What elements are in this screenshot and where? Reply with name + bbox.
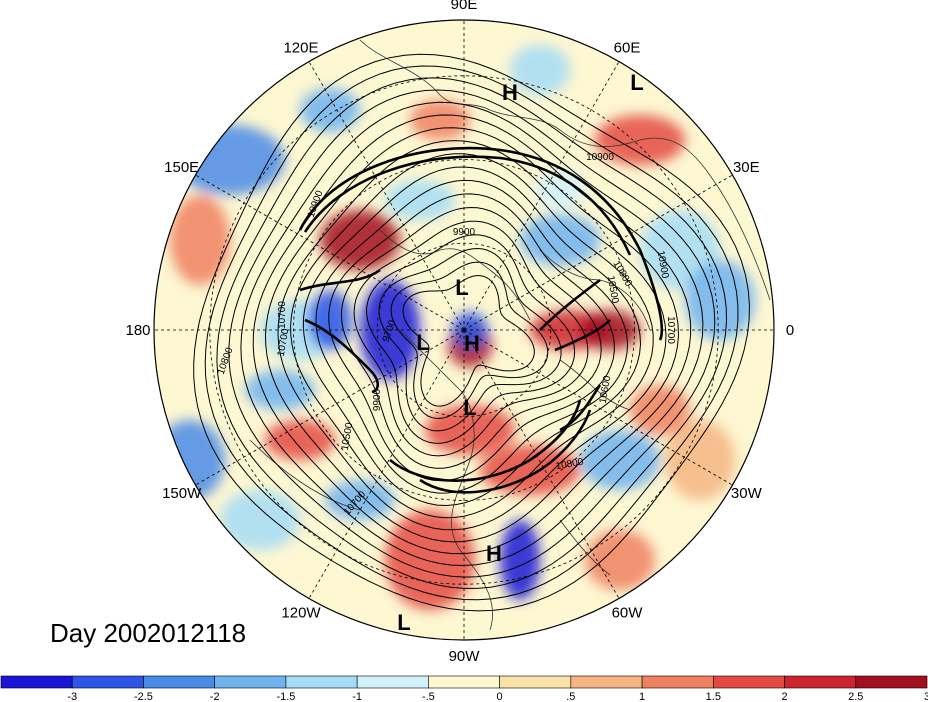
contour-label: 9900	[372, 388, 383, 411]
colorbar-swatch	[570, 675, 643, 689]
longitude-label: 60E	[614, 40, 641, 57]
colorbar-swatch	[713, 675, 785, 689]
longitude-labels: 90E 60E 30E 0 30W 60W 90W 120W 150W 180 150E 120E	[125, 0, 794, 665]
jet-stream-contours	[298, 146, 664, 494]
contour-label: 10900	[586, 152, 614, 163]
pressure-center-low: L	[416, 330, 429, 355]
colorbar: -3 -2.5 -2 -1.5 -1 -.5 0 .5 1 1.5 2 2.5 3	[0, 675, 928, 702]
contour-label: 10500	[340, 421, 356, 451]
colorbar-tick-label: -1	[352, 691, 362, 702]
colorbar-swatch	[855, 675, 928, 689]
contour-label: 10600	[598, 374, 614, 404]
colorbar-swatch	[143, 675, 215, 689]
colorbar-tick-label: -1.5	[276, 691, 295, 702]
colorbar-tick-label: -2.5	[134, 691, 153, 702]
pressure-center-high: H	[502, 80, 518, 105]
pressure-center-high: H	[486, 541, 502, 566]
contour-label: 10900	[655, 250, 671, 280]
contour-label: 10700	[277, 301, 288, 329]
longitude-label: 30E	[733, 159, 760, 176]
colorbar-swatch	[499, 675, 572, 689]
graticule	[154, 20, 774, 640]
pressure-center-low: L	[630, 70, 643, 95]
contour-label: 9900	[453, 227, 476, 238]
longitude-label: 150W	[162, 485, 202, 502]
longitude-label: 30W	[731, 485, 763, 502]
longitude-label: 180	[125, 322, 150, 339]
contour-label: 10700	[665, 316, 676, 344]
colorbar-tick-label: 0	[497, 691, 503, 702]
colorbar-swatch	[285, 675, 358, 689]
pressure-center-low: L	[463, 395, 476, 420]
pressure-center-low: L	[455, 275, 468, 300]
map-border	[153, 19, 775, 641]
colorbar-tick-label: -.5	[422, 691, 435, 702]
colorbar-tick-label: -2	[210, 691, 220, 702]
longitude-label: 120W	[281, 604, 321, 621]
colorbar-tick-label: 1	[639, 691, 645, 702]
colorbar-swatch	[784, 675, 857, 689]
longitude-label: 0	[786, 322, 794, 339]
colorbar-tick-label: .5	[566, 691, 575, 702]
longitude-label: 90W	[449, 648, 481, 665]
pressure-center-high: H	[464, 331, 480, 356]
longitude-label: 150E	[164, 159, 199, 176]
colorbar-swatch	[0, 675, 73, 689]
colorbar-tick-label: 1.5	[706, 691, 721, 702]
colorbar-swatch	[71, 675, 144, 689]
date-label: Day 2002012118	[50, 618, 247, 648]
longitude-label: 60W	[612, 604, 644, 621]
contour-label: 10700	[276, 327, 292, 357]
colorbar-tick-label: 2.5	[848, 691, 863, 702]
colorbar-swatch	[214, 675, 287, 689]
colorbar-swatch	[356, 675, 429, 689]
colorbar-tick-label: 2	[781, 691, 787, 702]
colorbar-swatch	[641, 675, 714, 689]
colorbar-tick-label: 3	[924, 691, 928, 702]
contour-label: 10500	[605, 275, 621, 305]
longitude-label: 120E	[283, 40, 318, 57]
longitude-label: 90E	[451, 0, 478, 13]
colorbar-swatch	[428, 675, 500, 689]
pressure-center-low: L	[397, 610, 410, 635]
geopotential-contours	[193, 53, 750, 612]
colorbar-tick-label: -3	[67, 691, 77, 702]
pressure-centers: H L L L H L H L	[397, 70, 643, 635]
contour-label: 10800	[555, 457, 585, 473]
